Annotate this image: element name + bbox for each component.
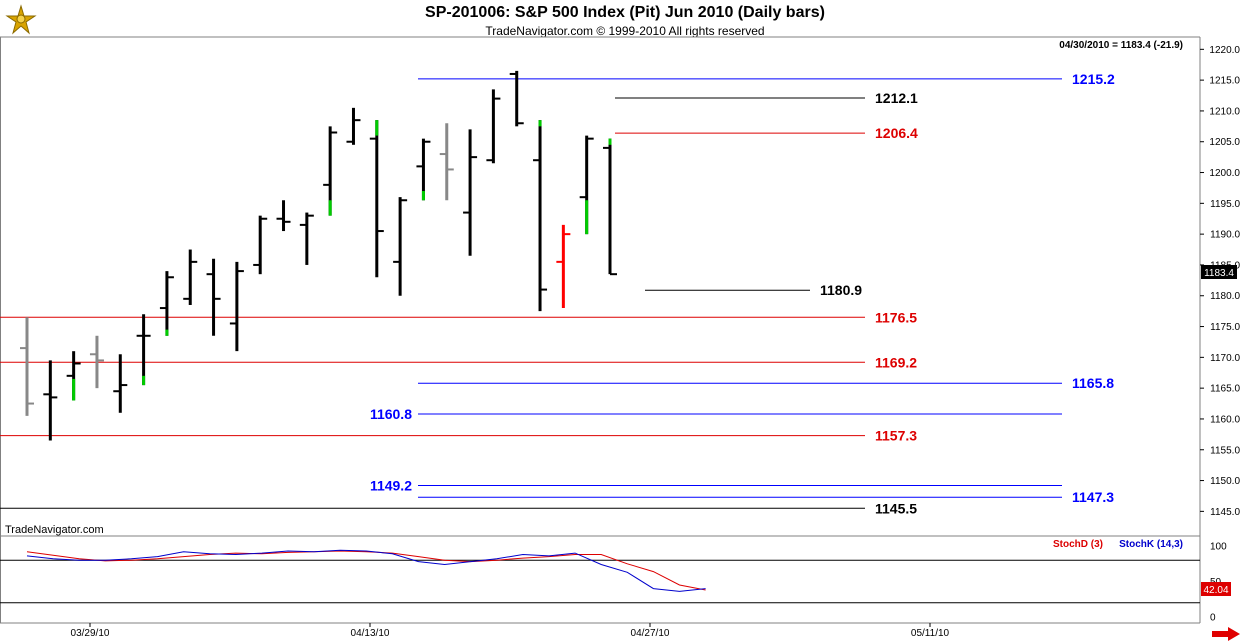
ohlc-bar <box>229 261 244 352</box>
ohlc-bar <box>323 126 338 216</box>
price-axis-tick-label: 1165.0 <box>1210 384 1240 395</box>
ohlc-bar <box>206 258 221 336</box>
price-axis-tick-label: 1195.0 <box>1210 199 1240 210</box>
ohlc-bar <box>486 89 501 164</box>
level-label: 1169.2 <box>875 354 917 370</box>
last-price-box <box>1201 265 1237 279</box>
ohlc-bar <box>393 197 408 296</box>
date-axis: 03/29/10 04/13/10 04/27/10 05/11/10 <box>71 623 950 639</box>
date-axis-tick-label: 03/29/10 <box>71 628 110 639</box>
level-label: 1145.5 <box>875 500 917 516</box>
price-axis-tick-label: 1215.0 <box>1209 76 1240 87</box>
ohlc-bar <box>276 200 291 232</box>
date-axis-tick-label: 05/11/10 <box>911 628 950 639</box>
ohlc-bar <box>136 314 151 386</box>
price-axis-tick-label: 1205.0 <box>1209 137 1240 148</box>
price-axis-tick-label: 1155.0 <box>1210 445 1240 456</box>
ohlc-bars <box>20 70 617 441</box>
ohlc-bar <box>463 129 478 256</box>
level-label: 1206.4 <box>875 125 918 141</box>
price-axis-tick-label: 1175.0 <box>1210 322 1240 333</box>
price-axis-tick-label: 1210.0 <box>1209 106 1240 117</box>
level-label: 1165.8 <box>1072 375 1114 391</box>
level-label: 1157.3 <box>875 428 917 444</box>
stoch-last-value-label: 42.04 <box>1203 585 1228 596</box>
level-label: 1147.3 <box>1072 489 1114 505</box>
ohlc-bar <box>20 317 34 416</box>
ohlc-bar <box>43 360 58 441</box>
level-label: 1212.1 <box>875 90 918 106</box>
price-axis-tick-label: 1220.0 <box>1209 45 1240 56</box>
chart-title: SP-201006: S&P 500 Index (Pit) Jun 2010 … <box>425 4 825 21</box>
info-label: 04/30/2010 = 1183.4 (-21.9) <box>1059 40 1183 51</box>
scroll-right-arrow-icon[interactable] <box>1212 627 1240 641</box>
level-label: 1176.5 <box>875 309 917 325</box>
level-label: 1160.8 <box>370 406 412 422</box>
stoch-legend-d: StochD (3) <box>1053 539 1103 550</box>
stoch-series-line <box>26 549 706 592</box>
level-label: 1180.9 <box>820 282 862 298</box>
price-axis-tick-label: 1170.0 <box>1210 353 1240 364</box>
price-axis-tick-label: 1150.0 <box>1210 476 1240 487</box>
date-axis-tick-label: 04/27/10 <box>631 628 670 639</box>
price-axis-tick-label: 1190.0 <box>1210 230 1240 241</box>
ohlc-bar <box>369 120 384 278</box>
level-label: 1149.2 <box>370 477 412 493</box>
stoch-axis-tick-label: 100 <box>1210 542 1227 553</box>
ohlc-bar <box>89 335 104 389</box>
ohlc-bar <box>603 138 617 276</box>
ohlc-bar <box>159 271 174 336</box>
stoch-series-line <box>26 550 706 591</box>
ohlc-bar <box>113 354 128 413</box>
ohlc-bar <box>253 215 268 275</box>
ohlc-bar <box>346 107 361 145</box>
chart-subtitle: TradeNavigator.com © 1999-2010 All right… <box>485 24 765 38</box>
navigator-logo-icon <box>5 4 37 35</box>
price-axis: 1145.0 1150.0 1155.0 1160.0 1165.0 1170.0 1175… <box>1200 45 1240 518</box>
ohlc-bar <box>509 70 524 127</box>
price-axis-tick-label: 1200.0 <box>1209 168 1240 179</box>
stochastic-panel: 100500StochD (3)StochK (14,3) <box>0 539 1227 624</box>
ohlc-bar <box>556 224 571 309</box>
watermark: TradeNavigator.com <box>5 524 104 536</box>
level-label: 1215.2 <box>1072 71 1115 87</box>
ohlc-bar <box>183 249 198 305</box>
ohlc-bar <box>416 138 431 201</box>
stoch-axis-tick-label: 0 <box>1210 613 1216 624</box>
ohlc-bar <box>66 351 81 401</box>
ohlc-bar <box>579 135 594 235</box>
stoch-last-value-box <box>1201 582 1231 596</box>
price-axis-tick-label: 1160.0 <box>1210 414 1240 425</box>
price-axis-tick-label: 1180.0 <box>1210 291 1240 302</box>
ohlc-bar <box>299 212 314 265</box>
date-axis-tick-label: 04/13/10 <box>351 628 390 639</box>
ohlc-bar <box>439 123 454 201</box>
stoch-legend-k: StochK (14,3) <box>1119 539 1183 550</box>
last-price-label: 1183.4 <box>1204 268 1234 279</box>
price-axis-tick-label: 1145.0 <box>1210 507 1240 518</box>
ohlc-bar <box>533 120 548 312</box>
